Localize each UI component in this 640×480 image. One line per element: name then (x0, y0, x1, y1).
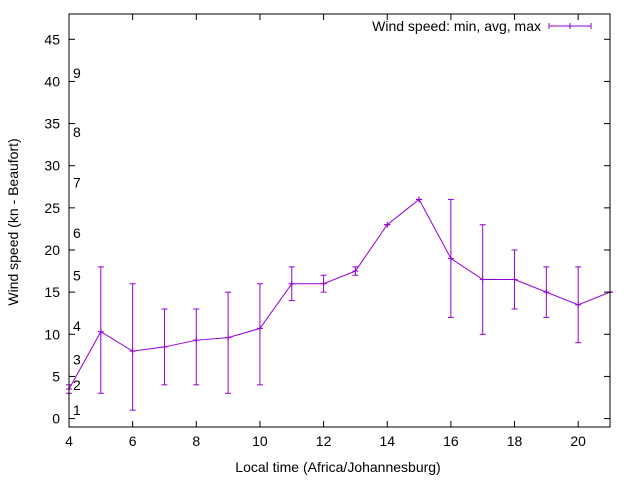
y-tick-label: 20 (44, 242, 60, 258)
data-point (129, 348, 136, 355)
x-tick-labels: 4 6 8 10 12 14 16 18 20 (65, 433, 586, 449)
x-tick-label: 10 (252, 433, 268, 449)
data-point (97, 328, 104, 335)
x-axis-label: Local time (Africa/Johannesburg) (235, 459, 440, 475)
y-tick-label: 5 (52, 368, 60, 384)
data-point (384, 221, 391, 228)
legend-label: Wind speed: min, avg, max (372, 18, 541, 34)
axis-ticks (68, 14, 610, 427)
data-point (416, 196, 423, 203)
x-tick-label: 16 (443, 433, 459, 449)
beaufort-label: 5 (73, 267, 81, 283)
y-tick-label: 25 (44, 200, 60, 216)
y-tick-label: 0 (52, 411, 60, 427)
y-tick-labels: 0 5 10 15 20 25 30 35 40 45 (44, 31, 60, 426)
data-point (511, 276, 518, 283)
data-point (193, 337, 200, 344)
beaufort-label: 3 (73, 352, 81, 368)
data-point (352, 268, 359, 275)
data-point (447, 255, 454, 262)
x-tick-label: 18 (507, 433, 523, 449)
legend-sample-line (548, 23, 592, 29)
y-tick-label: 40 (44, 73, 60, 89)
error-bar (225, 291, 232, 394)
data-point (575, 301, 582, 308)
beaufort-label: 7 (73, 175, 81, 191)
data-point (543, 289, 550, 296)
plot-frame (68, 13, 611, 428)
data-point (161, 343, 168, 350)
beaufort-scale-labels: 1 2 3 4 5 6 7 8 9 (73, 65, 81, 418)
legend: Wind speed: min, avg, max (372, 18, 592, 34)
data-point (479, 276, 486, 283)
data-point (320, 280, 327, 287)
y-tick-label: 35 (44, 116, 60, 132)
x-tick-label: 8 (192, 433, 200, 449)
data-point (225, 334, 232, 341)
y-tick-label: 15 (44, 284, 60, 300)
x-tick-label: 14 (379, 433, 395, 449)
x-tick-label: 4 (65, 433, 73, 449)
data-point (288, 280, 295, 287)
y-tick-label: 45 (44, 31, 60, 47)
y-axis-label: Wind speed (kn - Beaufort) (5, 138, 21, 305)
data-point (256, 325, 263, 332)
beaufort-label: 2 (73, 377, 81, 393)
series-line-wind-speed (68, 198, 611, 390)
beaufort-label: 8 (73, 124, 81, 140)
error-bar (256, 283, 263, 386)
error-bar (129, 283, 136, 411)
y-tick-label: 30 (44, 158, 60, 174)
x-tick-label: 12 (316, 433, 332, 449)
beaufort-label: 4 (73, 318, 81, 334)
data-points (66, 196, 613, 393)
x-tick-label: 6 (129, 433, 137, 449)
error-bar (193, 308, 200, 386)
beaufort-label: 6 (73, 225, 81, 241)
beaufort-label: 1 (73, 402, 81, 418)
y-tick-label: 10 (44, 326, 60, 342)
error-bars (66, 198, 613, 411)
x-tick-label: 20 (570, 433, 586, 449)
beaufort-label: 9 (73, 65, 81, 81)
